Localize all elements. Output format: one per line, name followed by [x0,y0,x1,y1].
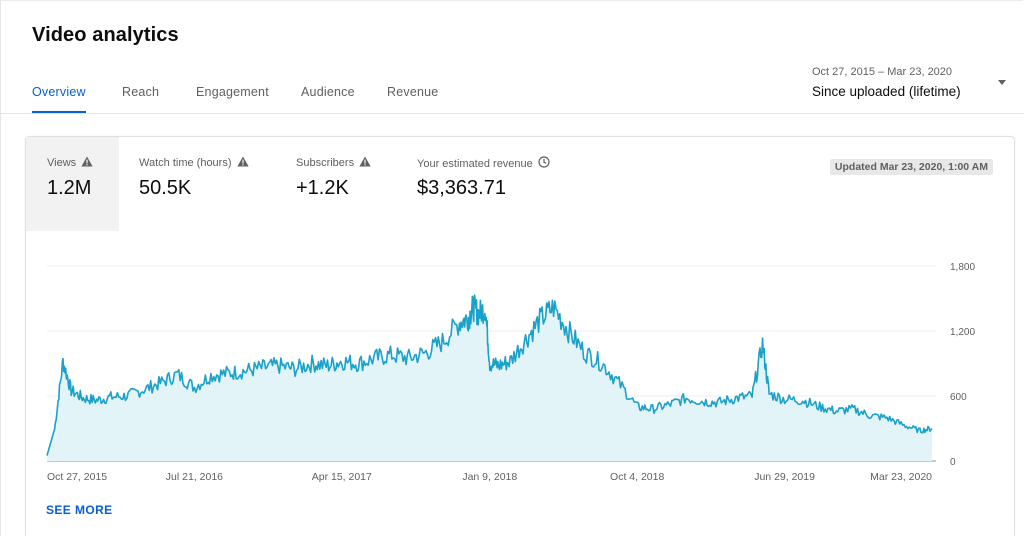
date-range-label: Since uploaded (lifetime) [812,84,961,99]
tab-engagement[interactable]: Engagement [196,85,269,99]
x-axis-ticks: Oct 27, 2015 Jul 21, 2016 Apr 15, 2017 Jan … [47,471,932,483]
y-tick-label: 0 [950,457,956,468]
page-title: Video analytics [32,24,179,46]
metric-subscribers-label: Subscribers [296,156,371,169]
metric-watch-time-label-text: Watch time (hours) [139,157,232,169]
metric-views[interactable]: Views 1.2M [26,137,119,231]
chart-series-line [46,294,933,456]
date-range-text: Oct 27, 2015 – Mar 23, 2020 [812,66,953,78]
warning-icon[interactable] [236,156,249,167]
analytics-card: Views 1.2M Watch time (hours) 50.5K Subs… [25,136,1015,536]
metric-revenue-label-text: Your estimated revenue [417,158,533,170]
tab-audience[interactable]: Audience [301,85,355,99]
tab-reach[interactable]: Reach [122,85,160,99]
metric-subscribers-value: +1.2K [296,177,349,199]
updated-badge: Updated Mar 23, 2020, 1:00 AM [829,159,993,175]
x-tick-label: Mar 23, 2020 [870,471,932,483]
metric-views-value: 1.2M [47,177,92,199]
y-tick-label: 1,200 [950,327,975,338]
metric-revenue-label: Your estimated revenue [417,156,550,170]
x-tick-label: Jul 21, 2016 [166,471,223,483]
metric-subscribers[interactable]: Subscribers +1.2K [269,137,399,231]
x-tick-label: Oct 27, 2015 [47,471,107,483]
y-axis-ticks: 1,800 1,200 600 0 [950,262,975,468]
metric-watch-time-value: 50.5K [139,177,192,199]
y-tick-label: 1,800 [950,262,975,273]
header-divider [0,113,1024,114]
metric-revenue-value: $3,363.71 [417,177,506,199]
clock-icon[interactable] [538,156,550,168]
date-range-picker[interactable]: Oct 27, 2015 – Mar 23, 2020 Since upload… [808,60,1018,108]
x-tick-label: Oct 4, 2018 [610,471,664,483]
metric-subscribers-label-text: Subscribers [296,157,355,169]
metric-revenue[interactable]: Your estimated revenue $3,363.71 [399,137,569,231]
warning-icon[interactable] [81,156,93,167]
metric-views-label: Views [47,156,93,169]
tab-overview[interactable]: Overview [32,78,86,114]
tab-revenue[interactable]: Revenue [387,85,439,99]
metric-views-label-text: Views [47,157,77,169]
chart-area-fill [47,295,932,461]
x-tick-label: Jan 9, 2018 [462,471,517,483]
metric-watch-time[interactable]: Watch time (hours) 50.5K [119,137,269,231]
views-chart: 1,800 1,200 600 0 Oct 27, 2015 Jul 21, 2016 A… [46,262,975,483]
dropdown-arrow-icon[interactable] [998,80,1006,85]
x-tick-label: Apr 15, 2017 [312,471,372,483]
tab-bar: Overview Reach Engagement Audience Reven… [0,78,1024,114]
x-tick-label: Jun 29, 2019 [754,471,815,483]
metric-watch-time-label: Watch time (hours) [139,156,249,169]
y-tick-label: 600 [950,392,967,403]
see-more-link[interactable]: SEE MORE [46,503,113,517]
warning-icon[interactable] [359,156,371,167]
